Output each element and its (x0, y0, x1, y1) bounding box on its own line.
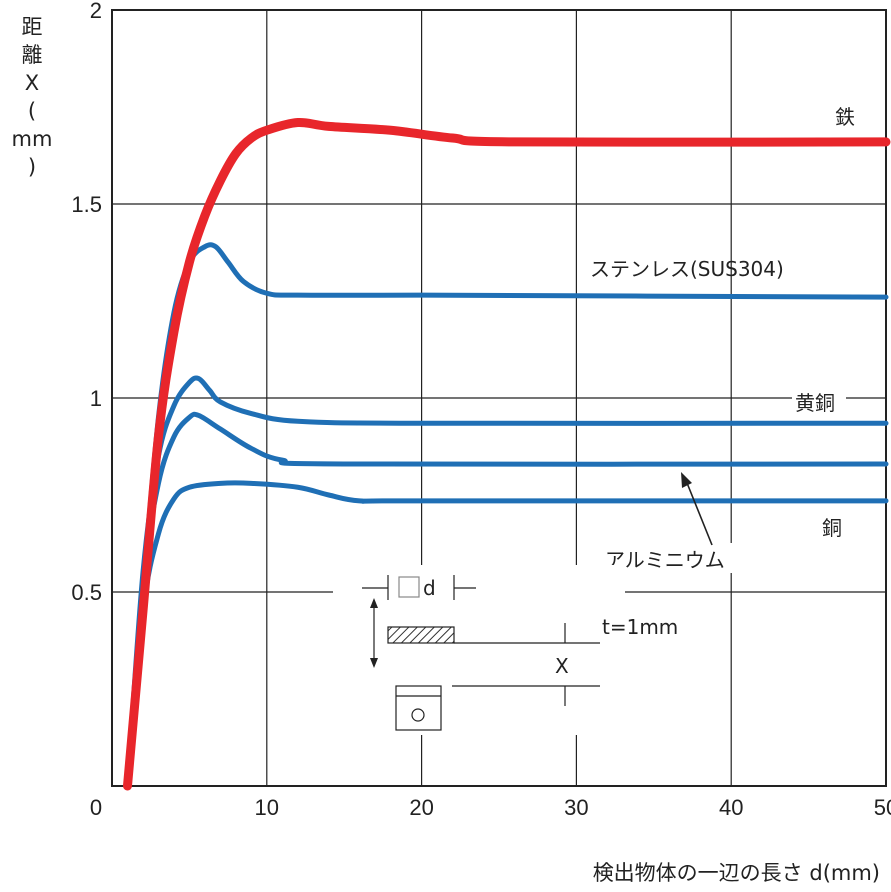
diagram-thickness-label: t=1mm (602, 615, 678, 639)
y-tick-labels: 0.5 1 1.5 2 (71, 0, 102, 605)
target-plate (387, 626, 455, 644)
up-arrow-icon (370, 598, 378, 608)
series-label-iron: 鉄 (835, 105, 855, 129)
sensor-body (395, 685, 442, 731)
plot-frame (111, 9, 887, 787)
y-axis-label-part: ( (28, 99, 36, 123)
y-axis-label-part: 離 (22, 43, 43, 67)
curves (122, 117, 891, 791)
diagram-d-label: d (423, 576, 436, 600)
x-tick-labels: 0 10 20 30 40 50 (90, 795, 891, 820)
y-axis-label-part: mm (12, 127, 53, 151)
series-label-brass: 黄銅 (795, 391, 835, 415)
x-axis-label: 検出物体の一辺の長さ d(mm) (593, 861, 880, 885)
x-tick-label: 0 (90, 795, 102, 820)
arrow-head-icon (681, 472, 692, 488)
y-tick-label: 2 (90, 0, 102, 23)
sensor-head-icon (411, 708, 425, 722)
series-label-copper: 銅 (822, 516, 842, 540)
setup-diagram: d t=1mm X (333, 565, 678, 735)
x-tick-label: 40 (719, 795, 743, 820)
x-tick-label: 30 (564, 795, 588, 820)
y-axis-label: 距離X ( mm) (12, 15, 53, 179)
diagram-x-label: X (555, 654, 569, 678)
series-line-0 (122, 117, 891, 791)
y-tick-label: 0.5 (71, 580, 102, 605)
x-tick-label: 20 (409, 795, 433, 820)
x-tick-label: 50 (874, 795, 891, 820)
y-tick-label: 1 (90, 386, 102, 411)
square-symbol-icon (398, 576, 420, 598)
label-bg (600, 543, 800, 573)
y-axis-label-part: 距 (22, 15, 43, 39)
x-tick-label: 10 (255, 795, 279, 820)
label-bg (792, 385, 846, 413)
y-axis-label-part: X (25, 71, 39, 95)
series-line-4 (124, 480, 889, 789)
down-arrow-icon (370, 658, 378, 668)
series-label-stainless: ステンレス(SUS304) (590, 257, 784, 281)
y-tick-label: 1.5 (71, 192, 102, 217)
aluminum-pointer-arrow (684, 477, 713, 546)
y-axis-label-part: ) (28, 155, 36, 179)
